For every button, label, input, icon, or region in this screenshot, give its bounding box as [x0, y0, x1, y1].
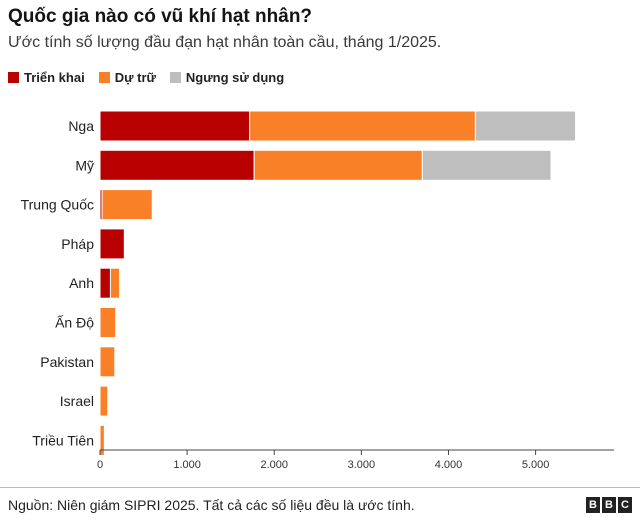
- legend-label-retired: Ngưng sử dụng: [185, 70, 285, 85]
- legend-swatch-deployed: [8, 72, 19, 83]
- legend-swatch-stockpiled: [98, 72, 110, 83]
- bar-segment-stockpiled: [99, 385, 109, 417]
- bar-segment-stockpiled: [123, 228, 126, 260]
- bar-chart: Nga Mỹ Trung Quốc Pháp Anh Ấn Độ Pakistan Israe…: [21, 110, 614, 471]
- category-label: Anh: [69, 275, 94, 291]
- bbc-logo: B B C: [586, 497, 632, 513]
- category-label: Pháp: [61, 236, 94, 252]
- chart-subtitle: Ước tính số lượng đầu đạn hạt nhân toàn …: [8, 34, 442, 51]
- category-label: Ấn Độ: [55, 315, 94, 331]
- category-label: Trung Quốc: [21, 197, 94, 213]
- legend-item-stockpiled: Dự trữ: [98, 70, 156, 85]
- bar-segment-retired: [421, 149, 552, 181]
- bar-segment-stockpiled: [253, 149, 423, 181]
- bbc-logo-letter: C: [618, 497, 632, 513]
- legend-label-stockpiled: Dự trữ: [114, 70, 156, 85]
- bbc-logo-letter: B: [586, 497, 600, 513]
- bar-segment-deployed: [99, 110, 251, 142]
- x-tick-label: 4.000: [435, 459, 463, 471]
- footer-divider: [0, 487, 640, 488]
- x-tick-label: 1.000: [173, 459, 201, 471]
- category-label: Nga: [68, 118, 94, 134]
- category-label: Israel: [60, 393, 94, 409]
- legend-item-deployed: Triển khai: [8, 70, 85, 85]
- bar-segment-deployed: [99, 267, 111, 299]
- bar-segment-stockpiled: [99, 424, 105, 456]
- legend-swatch-retired: [169, 72, 181, 83]
- bar-segment-retired: [474, 110, 577, 142]
- bar-segment-deployed: [99, 228, 125, 260]
- bar-segment-stockpiled: [99, 307, 117, 338]
- x-tick-label: 5.000: [522, 459, 550, 471]
- legend: Triển khai Dự trữ Ngưng sử dụng: [8, 70, 284, 85]
- bar-segment-deployed: [99, 149, 255, 181]
- bar-segment-stockpiled: [101, 189, 153, 221]
- category-label: Triều Tiên: [32, 432, 94, 448]
- category-label: Mỹ: [75, 157, 94, 173]
- category-label: Pakistan: [40, 354, 94, 370]
- legend-label-deployed: Triển khai: [24, 70, 85, 85]
- bar-segment-stockpiled: [99, 346, 116, 378]
- bar-segment-stockpiled: [109, 267, 121, 299]
- x-tick-label: 0: [97, 459, 103, 471]
- x-tick-label: 2.000: [260, 459, 288, 471]
- source-note: Nguồn: Niên giám SIPRI 2025. Tất cả các …: [8, 497, 415, 513]
- legend-item-retired: Ngưng sử dụng: [169, 70, 285, 85]
- bbc-logo-letter: B: [602, 497, 616, 513]
- chart-title: Quốc gia nào có vũ khí hạt nhân?: [8, 6, 313, 27]
- x-tick-label: 3.000: [348, 459, 376, 471]
- bar-segment-stockpiled: [249, 110, 476, 142]
